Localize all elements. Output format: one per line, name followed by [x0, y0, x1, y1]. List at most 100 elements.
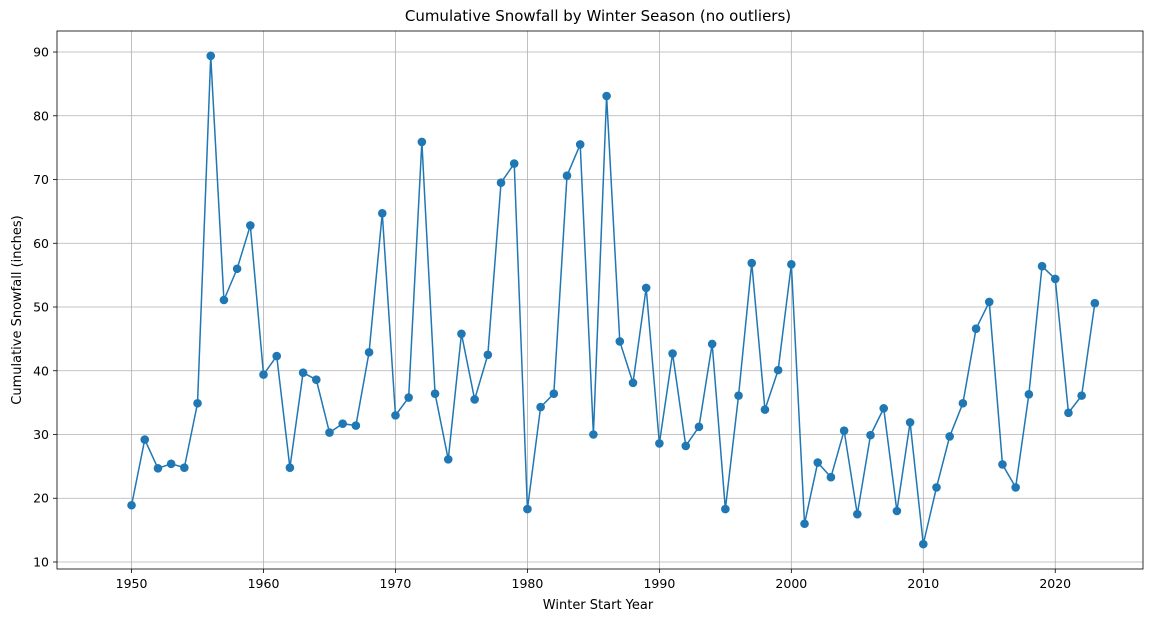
grid [57, 31, 1143, 569]
data-point [615, 337, 625, 346]
data-point [734, 391, 743, 400]
y-axis-label: Cumulative Snowfall (inches) [10, 215, 25, 404]
y-tick-label: 70 [33, 172, 49, 187]
data-point [918, 539, 928, 549]
data-point [747, 258, 757, 268]
data-point [787, 260, 796, 269]
data-point [285, 463, 295, 472]
data-point [509, 159, 519, 168]
data-point [140, 435, 150, 444]
x-tick-label: 2000 [775, 576, 807, 591]
y-tick-label: 80 [33, 108, 49, 123]
data-point [879, 404, 889, 413]
data-point [1090, 298, 1100, 308]
data-point [905, 418, 915, 427]
data-point [1050, 274, 1060, 284]
data-point [246, 221, 255, 230]
data-point [839, 426, 849, 435]
data-point [602, 91, 611, 101]
data-point [523, 504, 532, 514]
data-point [668, 349, 677, 358]
data-point [562, 171, 572, 180]
data-point [984, 297, 994, 307]
y-tick-label: 50 [33, 300, 49, 315]
data-point [628, 378, 638, 388]
data-point [1037, 261, 1047, 271]
y-tick-label: 10 [33, 554, 49, 569]
data-point [707, 339, 717, 349]
data-point [826, 472, 836, 482]
data-point [813, 458, 823, 467]
x-tick-label: 1980 [512, 576, 544, 591]
data-point [232, 264, 242, 274]
data-point [193, 398, 202, 408]
data-point [655, 439, 664, 448]
data-point [153, 463, 163, 473]
y-tick-label: 90 [33, 45, 49, 60]
data-point [496, 178, 506, 188]
data-point [325, 428, 334, 437]
x-tick-label: 2020 [1039, 576, 1071, 591]
x-tick-label: 1960 [248, 576, 280, 591]
data-point [536, 402, 545, 412]
data-point [259, 370, 268, 379]
data-point [800, 519, 809, 529]
x-tick-label: 1990 [643, 576, 675, 591]
data-point [1024, 390, 1034, 399]
data-point [391, 411, 400, 420]
data-point [404, 393, 413, 402]
data-point [298, 368, 308, 377]
data-point [483, 350, 493, 360]
data-point [971, 324, 981, 333]
y-tick-label: 40 [33, 363, 49, 378]
data-point [338, 419, 347, 428]
y-tick-label: 20 [33, 491, 49, 506]
x-tick-label: 1950 [116, 576, 148, 591]
data-point [1064, 408, 1073, 418]
data-point [641, 283, 651, 293]
series-path [130, 55, 1096, 545]
data-point [549, 389, 559, 399]
data-point [945, 432, 954, 441]
data-point [773, 365, 783, 375]
data-point [1011, 483, 1020, 492]
data-point [470, 395, 479, 404]
chart-title: Cumulative Snowfall by Winter Season (no… [405, 7, 791, 25]
data-point [760, 405, 770, 414]
data-point [272, 351, 282, 361]
series-line [127, 51, 1100, 549]
data-point [417, 137, 427, 147]
data-point [430, 389, 440, 399]
data-point [681, 441, 691, 451]
data-point [351, 421, 361, 430]
x-tick-label: 1970 [380, 576, 412, 591]
data-point [892, 506, 902, 516]
data-point [457, 329, 466, 339]
data-point [866, 430, 875, 440]
data-point [998, 460, 1007, 469]
data-point [443, 455, 453, 464]
axes: 1950 1960 1970 1980 1990 2000 2010 2020 10 20 30 40… [33, 30, 1144, 591]
x-axis-label: Winter Start Year [543, 598, 654, 613]
data-point [377, 209, 387, 218]
data-point [853, 509, 862, 519]
data-point [1077, 391, 1086, 400]
data-point [575, 140, 585, 149]
data-point [958, 398, 968, 408]
data-point [694, 422, 704, 432]
y-tick-label: 30 [33, 427, 49, 442]
data-point [589, 430, 598, 439]
data-point [311, 375, 321, 384]
data-point [932, 483, 941, 492]
data-point [127, 500, 136, 510]
data-point [206, 51, 216, 61]
x-tick-label: 2010 [907, 576, 939, 591]
data-point [364, 347, 374, 357]
data-point [219, 295, 229, 305]
plot-frame [56, 30, 1144, 570]
data-point [721, 504, 730, 514]
data-point [166, 459, 176, 469]
data-point [180, 463, 189, 472]
y-tick-label: 60 [33, 236, 49, 251]
